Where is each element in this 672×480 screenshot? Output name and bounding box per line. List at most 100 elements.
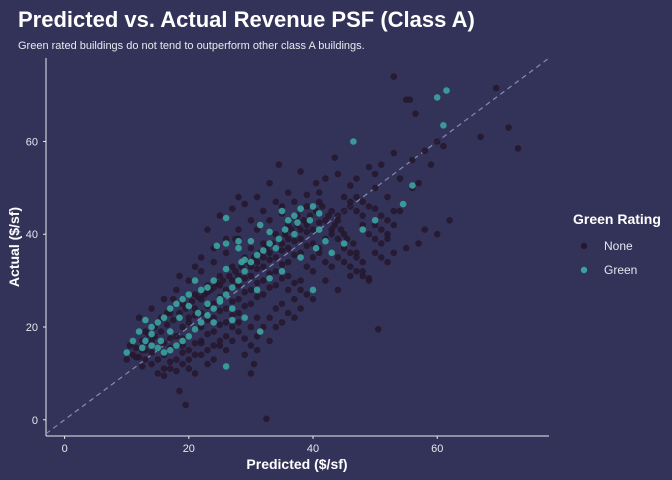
point-none [129, 351, 137, 359]
point-none [191, 263, 199, 271]
point-none [173, 333, 180, 340]
point-none [390, 207, 398, 215]
point-green [409, 182, 416, 189]
point-none [359, 272, 367, 280]
point-none [139, 363, 146, 370]
point-none [309, 226, 317, 233]
point-none [284, 189, 292, 196]
point-none [232, 268, 239, 275]
point-green [166, 305, 174, 312]
point-none [253, 293, 261, 301]
point-none [309, 295, 317, 303]
point-none [365, 230, 373, 238]
point-green [256, 328, 264, 335]
point-none [235, 295, 242, 303]
point-none [433, 230, 441, 238]
point-none [312, 179, 320, 187]
point-green [266, 275, 273, 282]
point-green [291, 212, 298, 219]
identity-reference-line [45, 57, 550, 435]
point-none [505, 124, 512, 131]
point-green [142, 316, 149, 324]
point-none [359, 221, 367, 229]
point-none [303, 291, 311, 298]
point-none [160, 365, 168, 373]
point-none [353, 249, 360, 257]
point-none [247, 342, 255, 349]
point-none [166, 365, 174, 373]
point-none [272, 230, 280, 238]
point-none [235, 328, 242, 335]
point-none [204, 346, 211, 354]
point-none [350, 240, 357, 247]
point-none [247, 370, 255, 377]
point-none [284, 286, 292, 294]
point-none [216, 212, 224, 219]
point-none [334, 170, 342, 178]
point-green [266, 228, 273, 236]
point-none [427, 161, 435, 168]
point-none [334, 254, 342, 261]
point-none [390, 73, 398, 80]
point-none [160, 372, 168, 380]
point-green [294, 219, 301, 226]
point-none [272, 198, 280, 206]
point-none [309, 268, 317, 275]
x-tick-label: 0 [62, 443, 68, 455]
point-none [514, 145, 522, 152]
point-none [210, 342, 217, 349]
point-none [378, 161, 385, 168]
point-none [222, 286, 230, 294]
point-none [266, 217, 273, 224]
point-green [166, 346, 174, 354]
point-none [353, 193, 360, 201]
point-none [306, 212, 314, 219]
point-none [303, 203, 311, 210]
point-none [315, 219, 323, 226]
point-none [328, 207, 336, 215]
point-none [235, 319, 242, 326]
point-none [371, 235, 379, 243]
point-none [272, 254, 280, 261]
point-none [297, 249, 304, 257]
point-none [334, 286, 342, 294]
point-green [315, 226, 323, 233]
point-none [266, 284, 273, 291]
point-none [154, 356, 162, 363]
point-none [278, 300, 286, 308]
point-none [247, 263, 255, 271]
point-none [378, 240, 385, 247]
y-tick-label: 60 [26, 136, 38, 148]
point-none [253, 279, 261, 287]
point-none [266, 179, 273, 187]
point-none [260, 240, 267, 247]
point-none [204, 316, 211, 324]
point-none [390, 249, 398, 257]
point-none [160, 295, 168, 303]
point-none [148, 337, 155, 345]
point-none [253, 314, 261, 322]
point-none [266, 256, 273, 264]
point-green [222, 291, 230, 298]
point-green [235, 277, 242, 284]
point-none [210, 284, 217, 291]
point-none [347, 272, 354, 280]
x-axis-ticks: 0 20 40 60 [62, 436, 443, 455]
point-green [266, 240, 273, 247]
point-none [222, 346, 230, 354]
point-none [219, 277, 227, 284]
point-none [365, 163, 373, 171]
point-none [297, 235, 304, 243]
point-none [492, 84, 500, 92]
point-none [347, 198, 354, 206]
point-none [253, 193, 261, 201]
point-none [291, 198, 298, 206]
point-none [260, 291, 267, 298]
point-none [272, 282, 280, 289]
point-none [241, 200, 248, 208]
point-green [123, 349, 130, 356]
point-green [222, 240, 230, 247]
point-none [204, 360, 211, 368]
point-green [197, 319, 205, 326]
point-none [173, 367, 180, 375]
